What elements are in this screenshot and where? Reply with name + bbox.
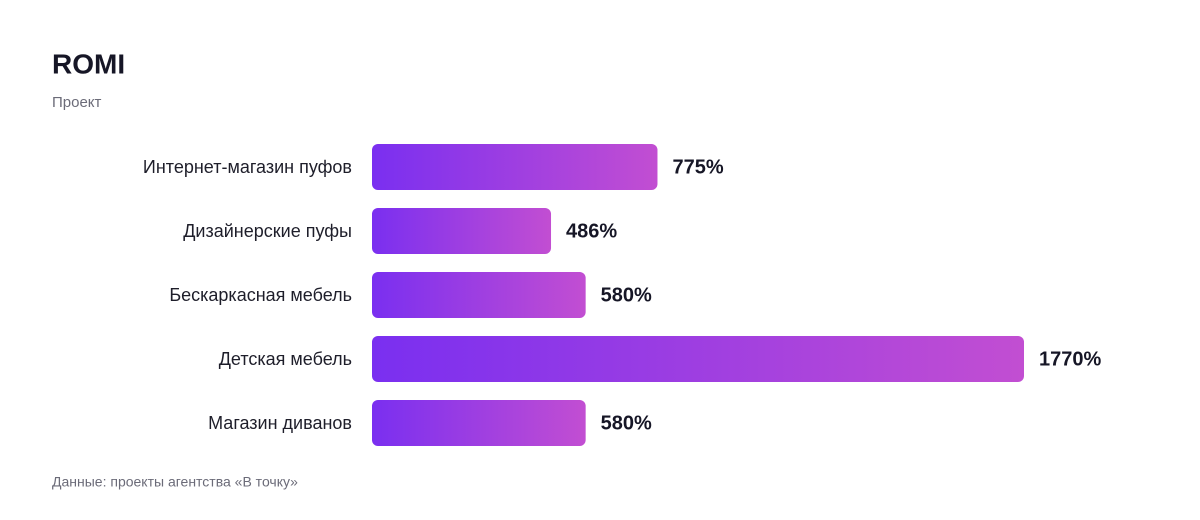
source-note: Данные: проекты агентства «В точку»: [52, 474, 298, 490]
value-label: 1770%: [1039, 348, 1101, 370]
category-label: Детская мебель: [219, 349, 352, 369]
chart-title: ROMI: [52, 48, 125, 79]
bar: [372, 208, 552, 254]
category-label: Интернет-магазин пуфов: [143, 157, 352, 177]
bar: [372, 272, 586, 318]
value-label: 486%: [566, 220, 617, 242]
value-label: 580%: [601, 412, 652, 434]
category-label: Дизайнерские пуфы: [183, 221, 352, 241]
bar: [372, 400, 586, 446]
category-label: Магазин диванов: [208, 413, 352, 433]
bar: [372, 144, 658, 190]
chart-subtitle: Проект: [52, 94, 102, 111]
bar: [372, 336, 1024, 382]
value-label: 580%: [601, 284, 652, 306]
value-label: 775%: [672, 156, 723, 178]
category-label: Бескаркасная мебель: [169, 285, 352, 305]
